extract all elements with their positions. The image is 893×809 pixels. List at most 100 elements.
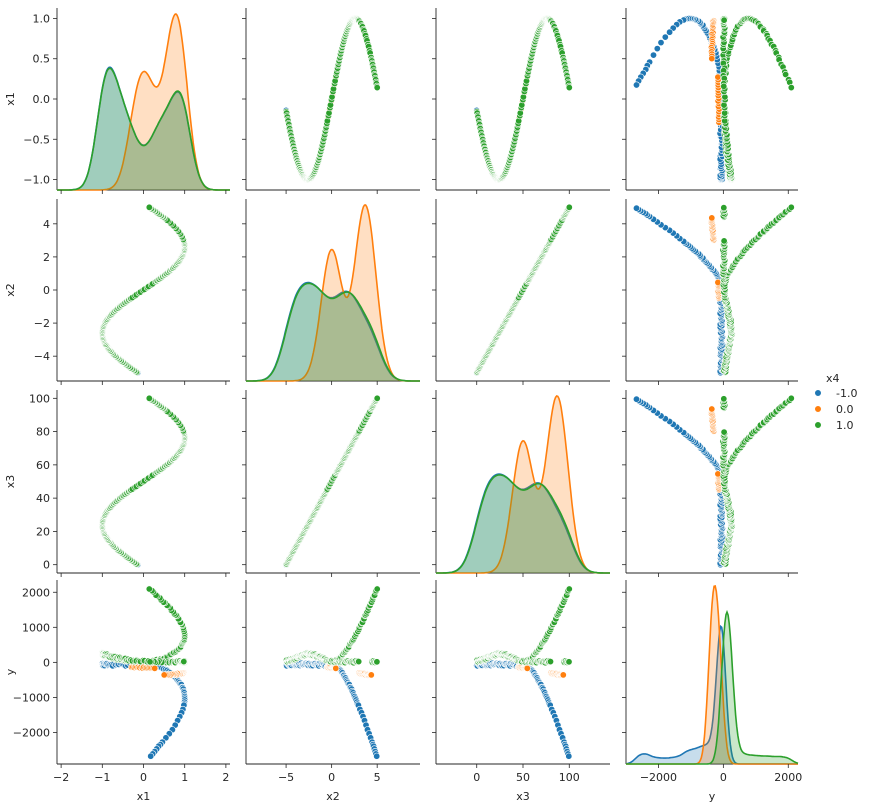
kde-fill-0.0	[57, 14, 230, 190]
scatter-point-0.0	[523, 664, 531, 672]
scatter-point--1.0	[653, 45, 661, 53]
scatter-point-1.0	[546, 658, 554, 666]
scatter-point-0.0	[708, 405, 716, 413]
panel-y-vs-x2	[242, 580, 420, 765]
scatter-point-1.0	[373, 585, 381, 593]
panel-x1-vs-y	[622, 8, 798, 194]
x-tick-label: 1	[181, 771, 188, 784]
x-tick-label: −5	[278, 771, 294, 784]
scatter-point-0.0	[559, 671, 567, 679]
panel-y-vs-x1	[56, 580, 230, 765]
x-tick-label: 0	[720, 771, 727, 784]
scatter-point-1.0	[787, 84, 795, 92]
legend-title: x4	[826, 372, 840, 385]
y-tick-label: 2	[43, 251, 50, 264]
x-tick-label: −2	[53, 771, 69, 784]
scatter-point--1.0	[147, 752, 155, 760]
y-tick-label: 80	[36, 426, 50, 439]
x-axis-title-x3: x3	[516, 790, 530, 803]
scatter-point--1.0	[632, 204, 640, 212]
panel-x2-vs-x2	[242, 199, 420, 385]
panel-y-vs-x3	[432, 580, 610, 765]
scatter-point-1.0	[145, 585, 153, 593]
scatter-point--1.0	[632, 81, 640, 89]
scatter-point-1.0	[145, 394, 153, 402]
scatter-point-1.0	[373, 84, 381, 92]
y-axis-title-x2: x2	[4, 283, 17, 297]
y-tick-label: −4	[34, 350, 50, 363]
panel-x3-vs-y	[622, 390, 798, 577]
y-tick-label: 0	[43, 559, 50, 572]
panel-x2-vs-x3	[432, 199, 610, 385]
x-tick-label: 0	[328, 771, 335, 784]
y-axis-title-x3: x3	[4, 475, 17, 489]
x-axis-title-x2: x2	[326, 790, 340, 803]
scatter-point-1.0	[720, 204, 728, 212]
panel-x1-vs-x2	[242, 8, 420, 194]
legend-label: 1.0	[836, 419, 854, 432]
y-tick-label: 0	[43, 656, 50, 669]
x-tick-label: 5	[374, 771, 381, 784]
x-axis-title-x1: x1	[137, 790, 151, 803]
kde-line-1.0	[57, 67, 230, 191]
y-tick-label: 4	[43, 218, 50, 231]
y-tick-label: 40	[36, 492, 50, 505]
scatter-point--1.0	[565, 752, 573, 760]
scatter-point-0.0	[708, 55, 716, 63]
y-tick-label: 0.5	[33, 53, 51, 66]
scatter-point-1.0	[146, 658, 154, 666]
y-tick-label: 60	[36, 459, 50, 472]
kde-fill-1.0	[57, 68, 230, 190]
scatter-point-1.0	[720, 82, 728, 90]
scatter-point--1.0	[661, 33, 669, 41]
panel-x2-vs-x1	[56, 199, 230, 385]
legend-marker	[814, 405, 822, 413]
scatter-point-1.0	[720, 16, 728, 24]
y-tick-label: −0.5	[23, 133, 50, 146]
y-tick-label: 20	[36, 525, 50, 538]
x-tick-label: 2	[222, 771, 229, 784]
x-tick-label: 0	[140, 771, 147, 784]
scatter-point-1.0	[720, 395, 728, 403]
panel-y-vs-y	[622, 580, 799, 765]
legend-label: 0.0	[836, 403, 854, 416]
scatter-point-1.0	[565, 585, 573, 593]
scatter-point-1.0	[720, 428, 728, 436]
scatter-point-0.0	[367, 671, 375, 679]
scatter-point-1.0	[373, 658, 381, 666]
x-tick-label: 0	[473, 771, 480, 784]
scatter-point-1.0	[787, 394, 795, 402]
y-tick-label: −1000	[13, 691, 50, 704]
scatter-point--1.0	[632, 395, 640, 403]
y-axis-title-x1: x1	[4, 92, 17, 106]
panel-x3-vs-x2	[242, 390, 420, 577]
scatter-point-1.0	[782, 71, 790, 79]
panel-x3-vs-x3	[432, 390, 610, 577]
x-tick-label: 2000	[774, 771, 802, 784]
y-tick-label: 1000	[22, 621, 50, 634]
scatter-point-1.0	[787, 203, 795, 211]
kde-fill--1.0	[57, 67, 230, 190]
scatter-point--1.0	[373, 752, 381, 760]
y-tick-label: 0	[43, 284, 50, 297]
panel-x2-vs-y	[622, 199, 798, 385]
scatter-point-1.0	[145, 203, 153, 211]
y-axis-title-y: y	[4, 668, 17, 675]
legend-marker	[814, 389, 822, 397]
y-tick-label: −2000	[13, 726, 50, 739]
scatter-point-1.0	[373, 394, 381, 402]
x-tick-label: 100	[559, 771, 580, 784]
scatter-point-1.0	[180, 658, 188, 666]
panel-x1-vs-x3	[432, 8, 610, 194]
scatter-point-0.0	[151, 664, 159, 672]
y-tick-label: 1.0	[33, 12, 51, 25]
scatter-point-1.0	[565, 84, 573, 92]
x-axis-title-y: y	[709, 790, 716, 803]
panel-x3-vs-x1	[56, 390, 230, 577]
legend-marker	[814, 421, 822, 429]
scatter-point-1.0	[355, 658, 363, 666]
y-tick-label: −1.0	[23, 174, 50, 187]
x-tick-label: 50	[516, 771, 530, 784]
scatter-point-0.0	[332, 664, 340, 672]
scatter-point-1.0	[565, 658, 573, 666]
